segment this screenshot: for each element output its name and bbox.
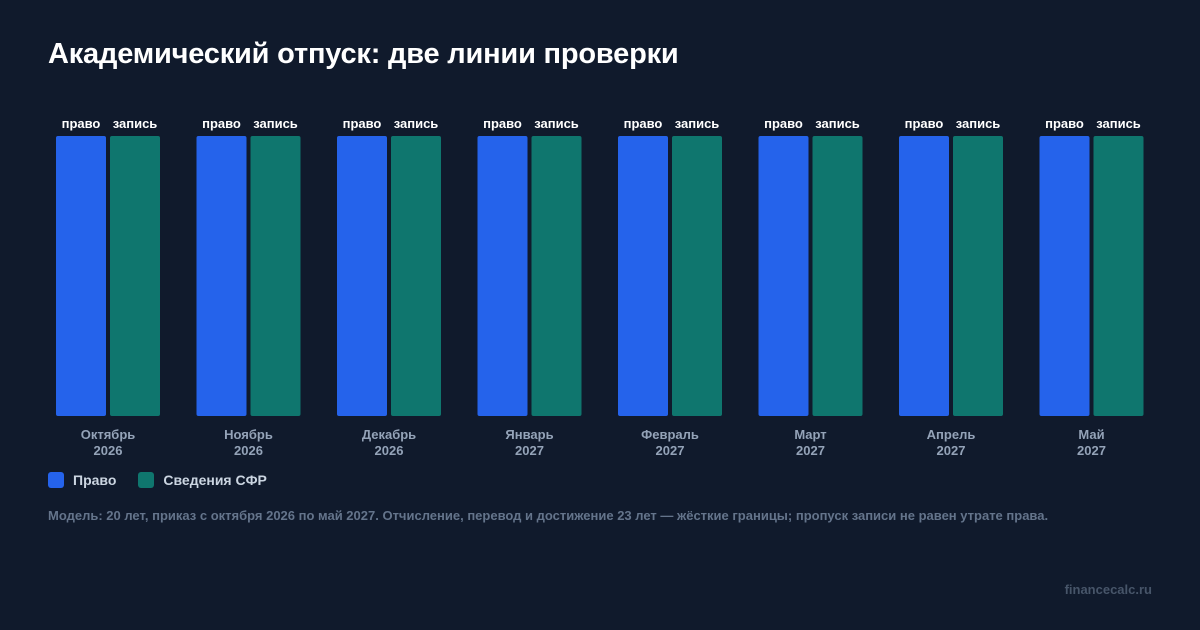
x-tick-label: 2026 bbox=[234, 443, 263, 458]
bar-sfr bbox=[812, 136, 863, 416]
legend-item-pravo: Право bbox=[48, 472, 116, 488]
bar-pravo bbox=[477, 136, 528, 416]
bar-label: право bbox=[905, 116, 944, 131]
x-tick-label: 2026 bbox=[375, 443, 404, 458]
x-tick-label: Декабрь bbox=[362, 427, 416, 442]
bar-pravo bbox=[56, 136, 106, 416]
bar-label: право bbox=[483, 116, 522, 131]
x-tick-label: 2027 bbox=[937, 443, 966, 458]
bar-label: запись bbox=[534, 116, 579, 131]
bar-label: право bbox=[624, 116, 663, 131]
x-tick-label: 2027 bbox=[656, 443, 685, 458]
bar-sfr bbox=[953, 136, 1003, 416]
bar-pravo bbox=[899, 136, 949, 416]
bar-sfr bbox=[250, 136, 301, 416]
bar-pravo bbox=[337, 136, 387, 416]
x-tick-label: 2026 bbox=[94, 443, 123, 458]
bar-label: право bbox=[202, 116, 241, 131]
bar-label: запись bbox=[1096, 116, 1141, 131]
chart-title: Академический отпуск: две линии проверки bbox=[48, 38, 679, 70]
bar-label: запись bbox=[253, 116, 298, 131]
bar-label: право bbox=[62, 116, 101, 131]
bar-sfr bbox=[531, 136, 582, 416]
brand-watermark: financecalc.ru bbox=[1064, 582, 1152, 597]
bar-label: запись bbox=[675, 116, 720, 131]
bar-label: право bbox=[764, 116, 803, 131]
x-tick-label: Январь bbox=[505, 427, 553, 442]
legend-label-sfr: Сведения СФР bbox=[163, 472, 267, 488]
legend: Право Сведения СФР bbox=[48, 472, 289, 488]
x-tick-label: Май bbox=[1078, 427, 1104, 442]
bar-sfr bbox=[672, 136, 722, 416]
bar-sfr bbox=[1093, 136, 1144, 416]
model-note: Модель: 20 лет, приказ с октября 2026 по… bbox=[48, 508, 1049, 523]
x-tick-label: Октябрь bbox=[81, 427, 136, 442]
bar-label: запись bbox=[113, 116, 158, 131]
x-tick-label: Апрель bbox=[927, 427, 976, 442]
bar-pravo bbox=[1039, 136, 1090, 416]
bar-pravo bbox=[196, 136, 247, 416]
bar-label: запись bbox=[956, 116, 1001, 131]
x-tick-label: 2027 bbox=[796, 443, 825, 458]
bar-sfr bbox=[391, 136, 441, 416]
bar-label: право bbox=[1045, 116, 1084, 131]
legend-swatch-sfr bbox=[138, 472, 155, 488]
x-tick-label: 2027 bbox=[1077, 443, 1106, 458]
bar-pravo bbox=[618, 136, 668, 416]
x-tick-label: 2027 bbox=[515, 443, 544, 458]
x-tick-label: Февраль bbox=[641, 427, 699, 442]
bar-label: право bbox=[343, 116, 382, 131]
bar-pravo bbox=[758, 136, 809, 416]
bar-label: запись bbox=[815, 116, 860, 131]
legend-item-sfr: Сведения СФР bbox=[138, 472, 267, 488]
x-tick-label: Ноябрь bbox=[224, 427, 273, 442]
legend-swatch-pravo bbox=[48, 472, 64, 488]
x-tick-label: Март bbox=[794, 427, 826, 442]
legend-label-pravo: Право bbox=[73, 472, 117, 488]
bar-sfr bbox=[110, 136, 160, 416]
bar-label: запись bbox=[394, 116, 439, 131]
